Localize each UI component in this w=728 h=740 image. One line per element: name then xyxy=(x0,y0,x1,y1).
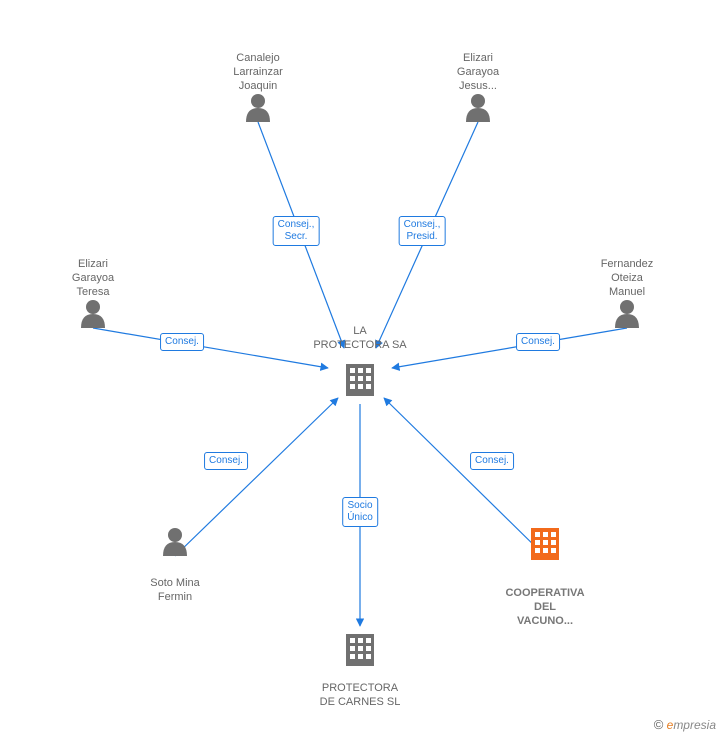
brand-rest: mpresia xyxy=(673,718,716,732)
building-icon xyxy=(346,634,374,666)
building-icon xyxy=(531,528,559,560)
person-icon xyxy=(246,94,270,122)
node-center xyxy=(346,364,374,396)
node-fernandez xyxy=(615,300,639,328)
node-label-fernandez: Fernandez Oteiza Manuel xyxy=(557,258,697,299)
copyright-symbol: © xyxy=(654,717,664,732)
edge-label-elizari_teresa-center: Consej. xyxy=(160,333,204,351)
edge-label-canalejo-center: Consej., Secr. xyxy=(273,216,320,246)
node-label-soto: Soto Mina Fermin xyxy=(105,577,245,605)
edge-label-elizari_jesus-center: Consej., Presid. xyxy=(399,216,446,246)
node-elizari_jesus xyxy=(466,94,490,122)
edge-cooperativa-center xyxy=(384,398,545,556)
relationship-diagram xyxy=(0,0,728,740)
node-label-cooperativa: COOPERATIVA DEL VACUNO... xyxy=(475,587,615,628)
node-cooperativa xyxy=(531,528,559,560)
person-icon xyxy=(615,300,639,328)
node-label-canalejo: Canalejo Larrainzar Joaquin xyxy=(188,52,328,93)
edge-label-soto-center: Consej. xyxy=(204,452,248,470)
node-label-elizari_teresa: Elizari Garayoa Teresa xyxy=(23,258,163,299)
node-label-protectora_carnes: PROTECTORA DE CARNES SL xyxy=(290,682,430,710)
node-label-center: LA PROTECTORA SA xyxy=(290,325,430,353)
edge-label-fernandez-center: Consej. xyxy=(516,333,560,351)
building-icon xyxy=(346,364,374,396)
node-elizari_teresa xyxy=(81,300,105,328)
edge-label-center-protectora_carnes: Socio Único xyxy=(342,497,378,527)
node-canalejo xyxy=(246,94,270,122)
person-icon xyxy=(81,300,105,328)
person-icon xyxy=(163,528,187,556)
node-protectora_carnes xyxy=(346,634,374,666)
person-icon xyxy=(466,94,490,122)
edge-label-cooperativa-center: Consej. xyxy=(470,452,514,470)
node-label-elizari_jesus: Elizari Garayoa Jesus... xyxy=(408,52,548,93)
edge-soto-center xyxy=(175,398,338,556)
footer-credit: © empresia xyxy=(654,717,716,732)
node-soto xyxy=(163,528,187,556)
